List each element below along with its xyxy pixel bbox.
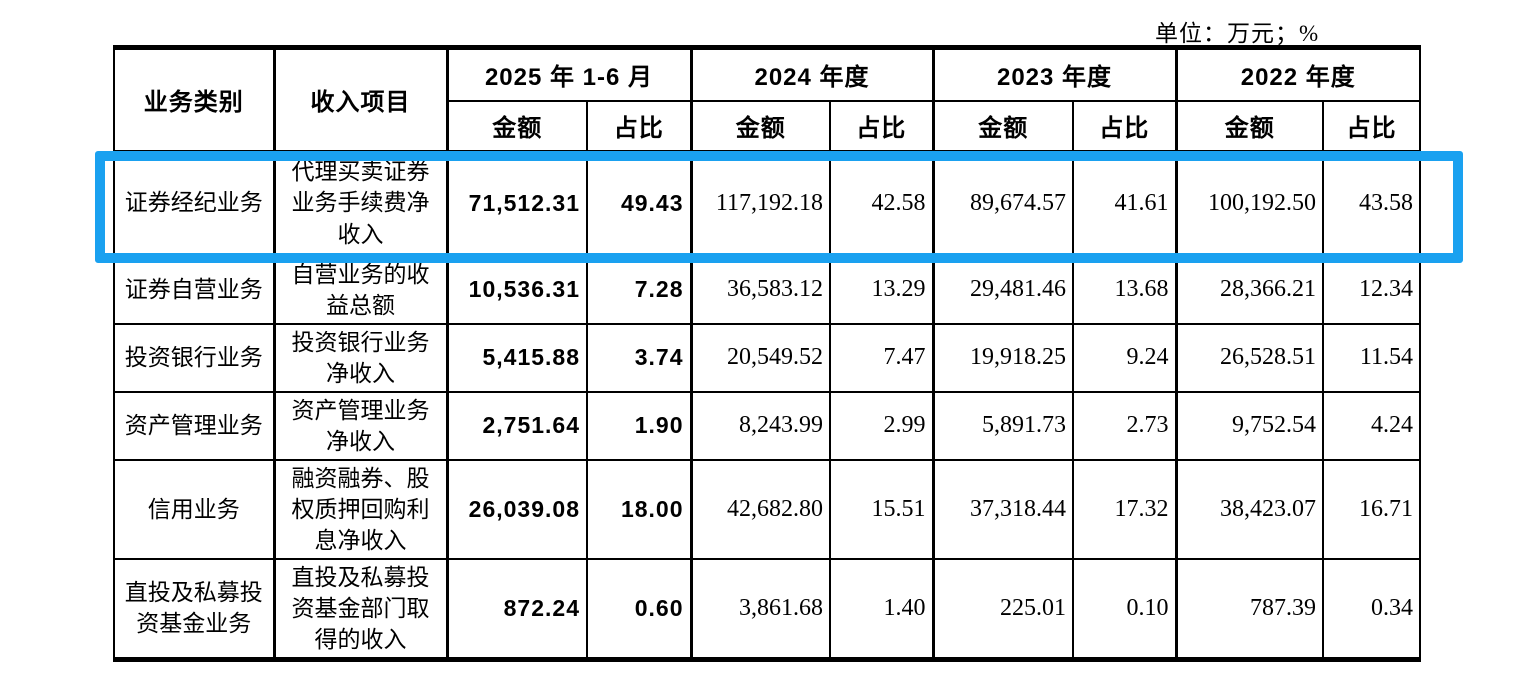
cell-revenue-item: 融资融券、股权质押回购利息净收入	[272, 458, 448, 560]
cell-2023-ratio: 0.10	[1072, 557, 1177, 661]
revenue-breakdown-table: 业务类别 收入项目 2025 年 1-6 月 2024 年度 2023 年度 2…	[113, 45, 1421, 663]
header-row-periods: 业务类别 收入项目 2025 年 1-6 月 2024 年度 2023 年度 2…	[113, 46, 1421, 152]
cell-2024-ratio: 7.47	[829, 322, 934, 393]
col-header-2024-amount: 金额	[689, 99, 831, 152]
cell-category: 直投及私募投资基金业务	[113, 557, 275, 661]
cell-2023-ratio: 2.73	[1072, 390, 1177, 461]
cell-category: 资产管理业务	[113, 390, 275, 461]
col-header-period-2025: 2025 年 1-6 月	[445, 46, 692, 102]
cell-2024-amount: 117,192.18	[689, 149, 831, 257]
table-row-investment-banking: 投资银行业务 投资银行业务净收入 5,415.88 3.74 20,549.52…	[113, 322, 1421, 393]
unit-label: 单位：万元；%	[1155, 21, 1320, 46]
cell-2024-amount: 3,861.68	[689, 557, 831, 661]
cell-2023-amount: 29,481.46	[931, 254, 1074, 325]
cell-2024-ratio: 13.29	[829, 254, 934, 325]
col-header-2024-ratio: 占比	[829, 99, 934, 152]
cell-2022-amount: 787.39	[1174, 557, 1324, 661]
cell-2024-ratio: 42.58	[829, 149, 934, 257]
cell-category: 投资银行业务	[113, 322, 275, 393]
cell-2022-ratio: 0.34	[1322, 557, 1421, 661]
cell-2025-ratio: 3.74	[586, 322, 692, 393]
cell-2025-ratio: 0.60	[586, 557, 692, 661]
col-header-period-2022: 2022 年度	[1174, 46, 1421, 102]
col-header-2023-ratio: 占比	[1072, 99, 1177, 152]
table-row-credit: 信用业务 融资融券、股权质押回购利息净收入 26,039.08 18.00 42…	[113, 458, 1421, 560]
cell-2025-amount: 872.24	[445, 557, 588, 661]
cell-2023-amount: 225.01	[931, 557, 1074, 661]
cell-2024-amount: 20,549.52	[689, 322, 831, 393]
col-header-business-category: 业务类别	[113, 46, 275, 152]
table-row-asset-management: 资产管理业务 资产管理业务净收入 2,751.64 1.90 8,243.99 …	[113, 390, 1421, 461]
cell-revenue-item: 直投及私募投资基金部门取得的收入	[272, 557, 448, 661]
cell-2022-amount: 9,752.54	[1174, 390, 1324, 461]
cell-category: 证券经纪业务	[113, 149, 275, 257]
cell-revenue-item: 资产管理业务净收入	[272, 390, 448, 461]
col-header-period-2023: 2023 年度	[931, 46, 1177, 102]
cell-2022-ratio: 4.24	[1322, 390, 1421, 461]
table-row-proprietary: 证券自营业务 自营业务的收益总额 10,536.31 7.28 36,583.1…	[113, 254, 1421, 325]
cell-2023-amount: 5,891.73	[931, 390, 1074, 461]
col-header-period-2024: 2024 年度	[689, 46, 934, 102]
cell-2024-ratio: 1.40	[829, 557, 934, 661]
cell-2022-amount: 28,366.21	[1174, 254, 1324, 325]
col-header-2022-ratio: 占比	[1322, 99, 1421, 152]
cell-2025-amount: 10,536.31	[445, 254, 588, 325]
cell-2025-amount: 2,751.64	[445, 390, 588, 461]
col-header-2025-amount: 金额	[445, 99, 588, 152]
cell-category: 信用业务	[113, 458, 275, 560]
cell-2022-ratio: 12.34	[1322, 254, 1421, 325]
cell-revenue-item: 自营业务的收益总额	[272, 254, 448, 325]
cell-2022-ratio: 43.58	[1322, 149, 1421, 257]
cell-2022-amount: 38,423.07	[1174, 458, 1324, 560]
cell-2024-ratio: 15.51	[829, 458, 934, 560]
cell-2025-ratio: 18.00	[586, 458, 692, 560]
cell-2025-amount: 71,512.31	[445, 149, 588, 257]
cell-2023-ratio: 17.32	[1072, 458, 1177, 560]
cell-2023-amount: 89,674.57	[931, 149, 1074, 257]
col-header-revenue-item: 收入项目	[272, 46, 448, 152]
cell-2022-ratio: 11.54	[1322, 322, 1421, 393]
cell-2023-ratio: 41.61	[1072, 149, 1177, 257]
cell-2024-amount: 36,583.12	[689, 254, 831, 325]
header-row-measures: 金额 占比 金额 占比 金额 占比 金额 占比	[114, 99, 1421, 152]
col-header-2022-amount: 金额	[1174, 99, 1324, 152]
cell-2025-amount: 26,039.08	[445, 458, 588, 560]
cell-revenue-item: 投资银行业务净收入	[272, 322, 448, 393]
cell-2023-amount: 37,318.44	[931, 458, 1074, 560]
cell-2022-amount: 26,528.51	[1174, 322, 1324, 393]
cell-2022-ratio: 16.71	[1322, 458, 1421, 560]
cell-2025-amount: 5,415.88	[445, 322, 588, 393]
cell-2025-ratio: 1.90	[586, 390, 692, 461]
cell-2024-amount: 42,682.80	[689, 458, 831, 560]
cell-2022-amount: 100,192.50	[1174, 149, 1324, 257]
cell-category: 证券自营业务	[113, 254, 275, 325]
col-header-2023-amount: 金额	[931, 99, 1074, 152]
cell-revenue-item: 代理买卖证券业务手续费净收入	[272, 149, 448, 257]
cell-2024-ratio: 2.99	[829, 390, 934, 461]
table-row-private-equity: 直投及私募投资基金业务 直投及私募投资基金部门取得的收入 872.24 0.60…	[113, 557, 1421, 661]
table-row-brokerage: 证券经纪业务 代理买卖证券业务手续费净收入 71,512.31 49.43 11…	[113, 149, 1421, 257]
cell-2024-amount: 8,243.99	[689, 390, 831, 461]
cell-2023-ratio: 13.68	[1072, 254, 1177, 325]
cell-2025-ratio: 7.28	[586, 254, 692, 325]
revenue-table: 业务类别 收入项目 2025 年 1-6 月 2024 年度 2023 年度 2…	[113, 45, 1421, 663]
cell-2023-amount: 19,918.25	[931, 322, 1074, 393]
cell-2025-ratio: 49.43	[586, 149, 692, 257]
col-header-2025-ratio: 占比	[586, 99, 692, 152]
cell-2023-ratio: 9.24	[1072, 322, 1177, 393]
